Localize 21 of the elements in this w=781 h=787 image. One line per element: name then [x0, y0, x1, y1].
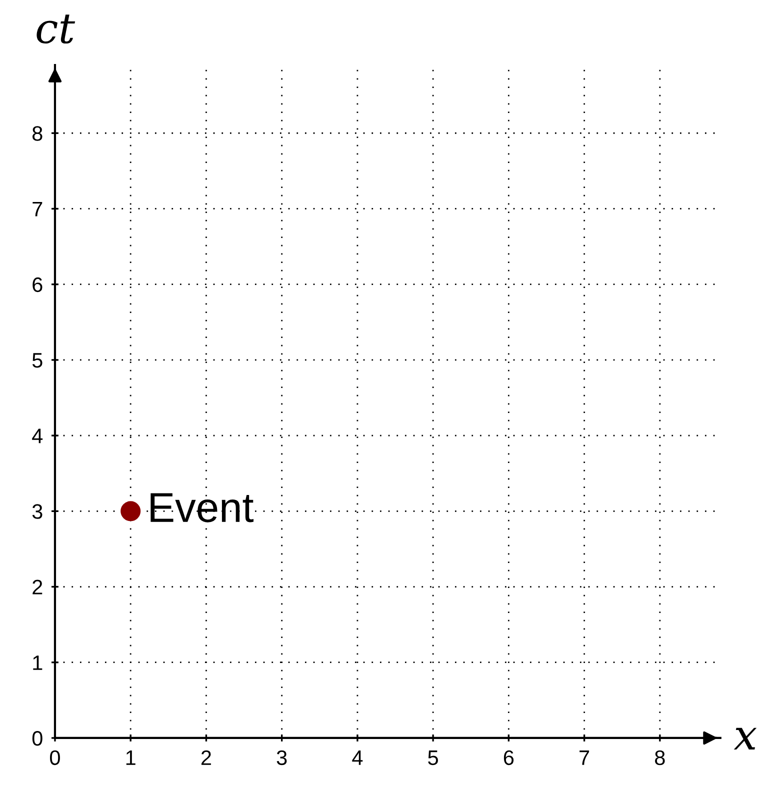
x-tick-label: 1 [126, 750, 136, 765]
x-tick-label: 5 [428, 750, 438, 766]
y-tick-label: 4 [32, 428, 43, 444]
y-tick-label: 6 [32, 277, 42, 292]
y-axis-title: ct [36, 14, 76, 44]
y-tick-label: 0 [32, 730, 42, 746]
y-tick-label: 5 [32, 353, 42, 368]
x-tick-label: 8 [655, 750, 665, 766]
y-tick-label: 1 [33, 656, 42, 670]
annotation: Event [150, 493, 254, 522]
x-tick-label: 2 [201, 750, 211, 765]
x-tick-label: 6 [504, 750, 514, 766]
x-tick-label: 3 [276, 750, 287, 766]
y-tick-label: 8 [32, 126, 42, 141]
y-tick-label: 2 [32, 580, 42, 594]
x-tick-label: 4 [352, 750, 363, 765]
x-tick-label: 0 [50, 750, 60, 766]
x-tick-label: 7 [580, 750, 590, 765]
x-axis-title: x [734, 728, 757, 750]
y-tick-label: 3 [32, 504, 42, 519]
y-tick-label: 7 [32, 202, 42, 216]
